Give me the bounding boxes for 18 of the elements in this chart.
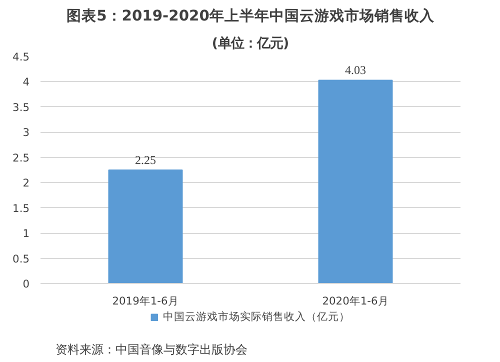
y-tick-label: 1 (22, 227, 30, 240)
y-tick-label: 1.5 (12, 202, 30, 215)
data-label: 4.03 (345, 63, 366, 78)
data-label: 2.25 (135, 153, 156, 167)
chart-subtitle: (单位：亿元) (212, 36, 290, 52)
y-tick-label: 0 (22, 278, 30, 290)
legend-label: 中国云游戏市场实际销售收入（亿元） (163, 310, 350, 324)
y-tick-label: 2.5 (12, 151, 30, 164)
y-tick-label: 4 (22, 76, 30, 89)
y-tick-label: 4.5 (12, 50, 30, 64)
y-tick-label: 2 (22, 176, 30, 190)
y-tick-label: 0.5 (12, 252, 30, 266)
text: 资料来源：中国音像与数字出版协会 (56, 342, 248, 356)
chart-title: 图表5：2019-2020年上半年中国云游戏市场销售收入 (66, 6, 436, 24)
y-tick-label: 3 (22, 126, 30, 140)
y-tick-label: 3.5 (12, 100, 30, 114)
x-tick-label: 2019年1-6月 (112, 294, 179, 308)
x-tick-label: 2020年1-6月 (322, 294, 389, 308)
